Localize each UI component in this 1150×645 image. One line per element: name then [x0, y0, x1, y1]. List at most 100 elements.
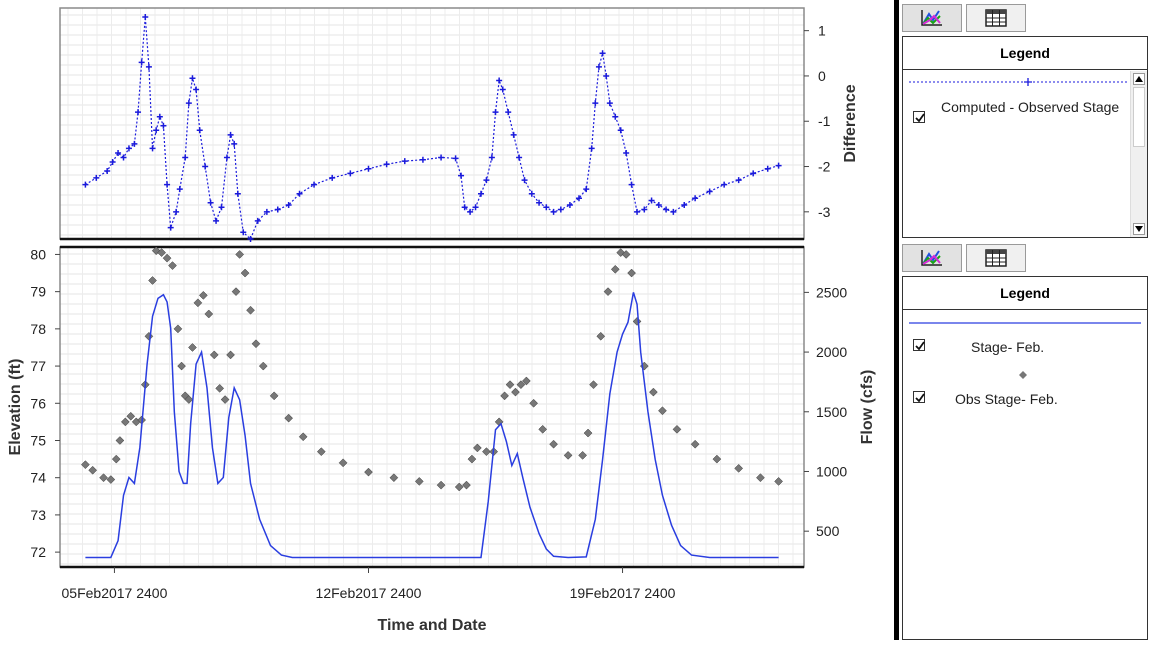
data-point-difference	[383, 161, 390, 168]
tab-plot-top[interactable]	[902, 4, 962, 32]
legend-title-bottom: Legend	[903, 277, 1147, 310]
top-y-tick-label: 0	[818, 68, 826, 84]
data-point-difference	[655, 202, 662, 209]
data-point-difference	[681, 202, 688, 209]
data-point-difference	[461, 204, 468, 211]
data-point-difference	[254, 217, 261, 224]
data-point-difference	[775, 162, 782, 169]
data-point-difference	[438, 154, 445, 161]
table-icon	[985, 9, 1007, 27]
left-y-tick-label: 80	[30, 246, 46, 262]
data-point-difference	[135, 109, 142, 116]
legend-checkbox-stage[interactable]	[913, 339, 925, 351]
data-point-obs-stage	[235, 250, 245, 259]
data-point-obs-stage	[199, 291, 208, 300]
data-point-difference	[735, 177, 742, 184]
legend-scrollbar-top[interactable]	[1130, 71, 1147, 237]
series-line-computed-minus-observed	[85, 17, 779, 241]
data-point-obs-stage	[734, 464, 744, 473]
data-point-difference	[583, 186, 590, 193]
data-point-difference	[142, 14, 149, 21]
data-point-difference	[93, 174, 100, 181]
data-point-difference	[510, 131, 517, 138]
data-point-obs-stage	[120, 417, 130, 427]
data-point-difference	[160, 122, 167, 129]
data-point-obs-stage	[126, 411, 136, 421]
scroll-thumb[interactable]	[1133, 87, 1145, 147]
data-point-obs-stage	[500, 391, 509, 401]
data-point-obs-stage	[712, 454, 722, 464]
data-point-obs-stage	[610, 264, 620, 274]
scroll-up-button[interactable]	[1133, 73, 1145, 85]
arrow-down-icon	[1135, 226, 1143, 232]
data-point-difference	[329, 174, 336, 181]
data-point-obs-stage	[414, 477, 424, 486]
legend-title-top: Legend	[903, 37, 1147, 70]
tab-table-top[interactable]	[966, 4, 1026, 32]
data-point-obs-stage	[596, 331, 606, 341]
data-point-difference	[623, 149, 630, 156]
left-y-tick-label: 75	[30, 432, 46, 448]
data-point-difference	[592, 100, 599, 107]
data-point-difference	[173, 208, 180, 215]
data-point-obs-stage	[115, 436, 125, 445]
data-point-obs-stage	[168, 261, 177, 270]
data-point-obs-stage	[144, 331, 154, 341]
data-point-difference	[488, 154, 495, 161]
x-tick-label: 19Feb2017 2400	[570, 585, 676, 601]
data-point-difference	[452, 155, 459, 162]
panel-divider[interactable]	[894, 0, 899, 640]
data-point-difference	[153, 127, 160, 134]
data-point-difference	[227, 131, 234, 138]
data-point-obs-stage	[462, 480, 471, 490]
data-point-difference	[156, 113, 163, 120]
data-point-difference	[419, 156, 426, 163]
legend-box-top: Legend Computed - Observed Stage	[902, 36, 1148, 238]
data-point-obs-stage	[111, 454, 121, 464]
data-point-obs-stage	[549, 439, 558, 449]
legend-checkbox-computed[interactable]	[913, 111, 925, 123]
data-point-obs-stage	[81, 460, 90, 470]
data-point-obs-stage	[621, 250, 631, 259]
right-y-tick-label: 2000	[816, 344, 847, 360]
data-point-difference	[543, 204, 550, 211]
data-point-obs-stage	[505, 380, 515, 390]
data-point-obs-stage	[482, 447, 491, 457]
tab-table-bottom[interactable]	[966, 244, 1026, 272]
top-y-tick-label: -3	[818, 204, 831, 220]
top-y-axis-label: Difference	[842, 84, 859, 162]
data-point-difference	[588, 145, 595, 152]
data-point-difference	[628, 181, 635, 188]
legend-label-computed: Computed - Observed Stage	[941, 99, 1120, 115]
data-point-difference	[223, 154, 230, 161]
scroll-down-button[interactable]	[1133, 223, 1145, 235]
data-point-difference	[263, 208, 270, 215]
data-point-difference	[499, 86, 506, 93]
data-point-obs-stage	[204, 309, 214, 319]
tab-plot-bottom[interactable]	[902, 244, 962, 272]
top-y-tick-label: 1	[818, 23, 826, 39]
data-point-obs-stage	[173, 324, 183, 334]
data-point-obs-stage	[578, 451, 587, 460]
data-point-difference	[167, 224, 174, 231]
data-point-difference	[401, 158, 408, 165]
legend-checkbox-obs[interactable]	[913, 391, 925, 403]
data-point-difference	[536, 199, 543, 206]
legend-label-obs: Obs Stage- Feb.	[955, 391, 1058, 407]
right-y-axis-label: Flow (cfs)	[859, 370, 876, 445]
data-point-difference	[185, 100, 192, 107]
top-y-tick-label: -1	[818, 113, 831, 129]
data-point-difference	[477, 190, 484, 197]
data-point-difference	[196, 127, 203, 134]
legend-marker-sample-obs	[1019, 371, 1027, 379]
data-point-obs-stage	[269, 391, 279, 401]
data-point-difference	[311, 181, 318, 188]
data-point-obs-stage	[649, 387, 658, 397]
series-line-stage	[85, 292, 779, 559]
data-point-obs-stage	[338, 458, 348, 468]
data-point-obs-stage	[774, 477, 783, 486]
data-point-difference	[566, 202, 573, 209]
data-point-obs-stage	[690, 439, 700, 449]
table-icon	[985, 249, 1007, 267]
data-point-obs-stage	[226, 350, 235, 360]
